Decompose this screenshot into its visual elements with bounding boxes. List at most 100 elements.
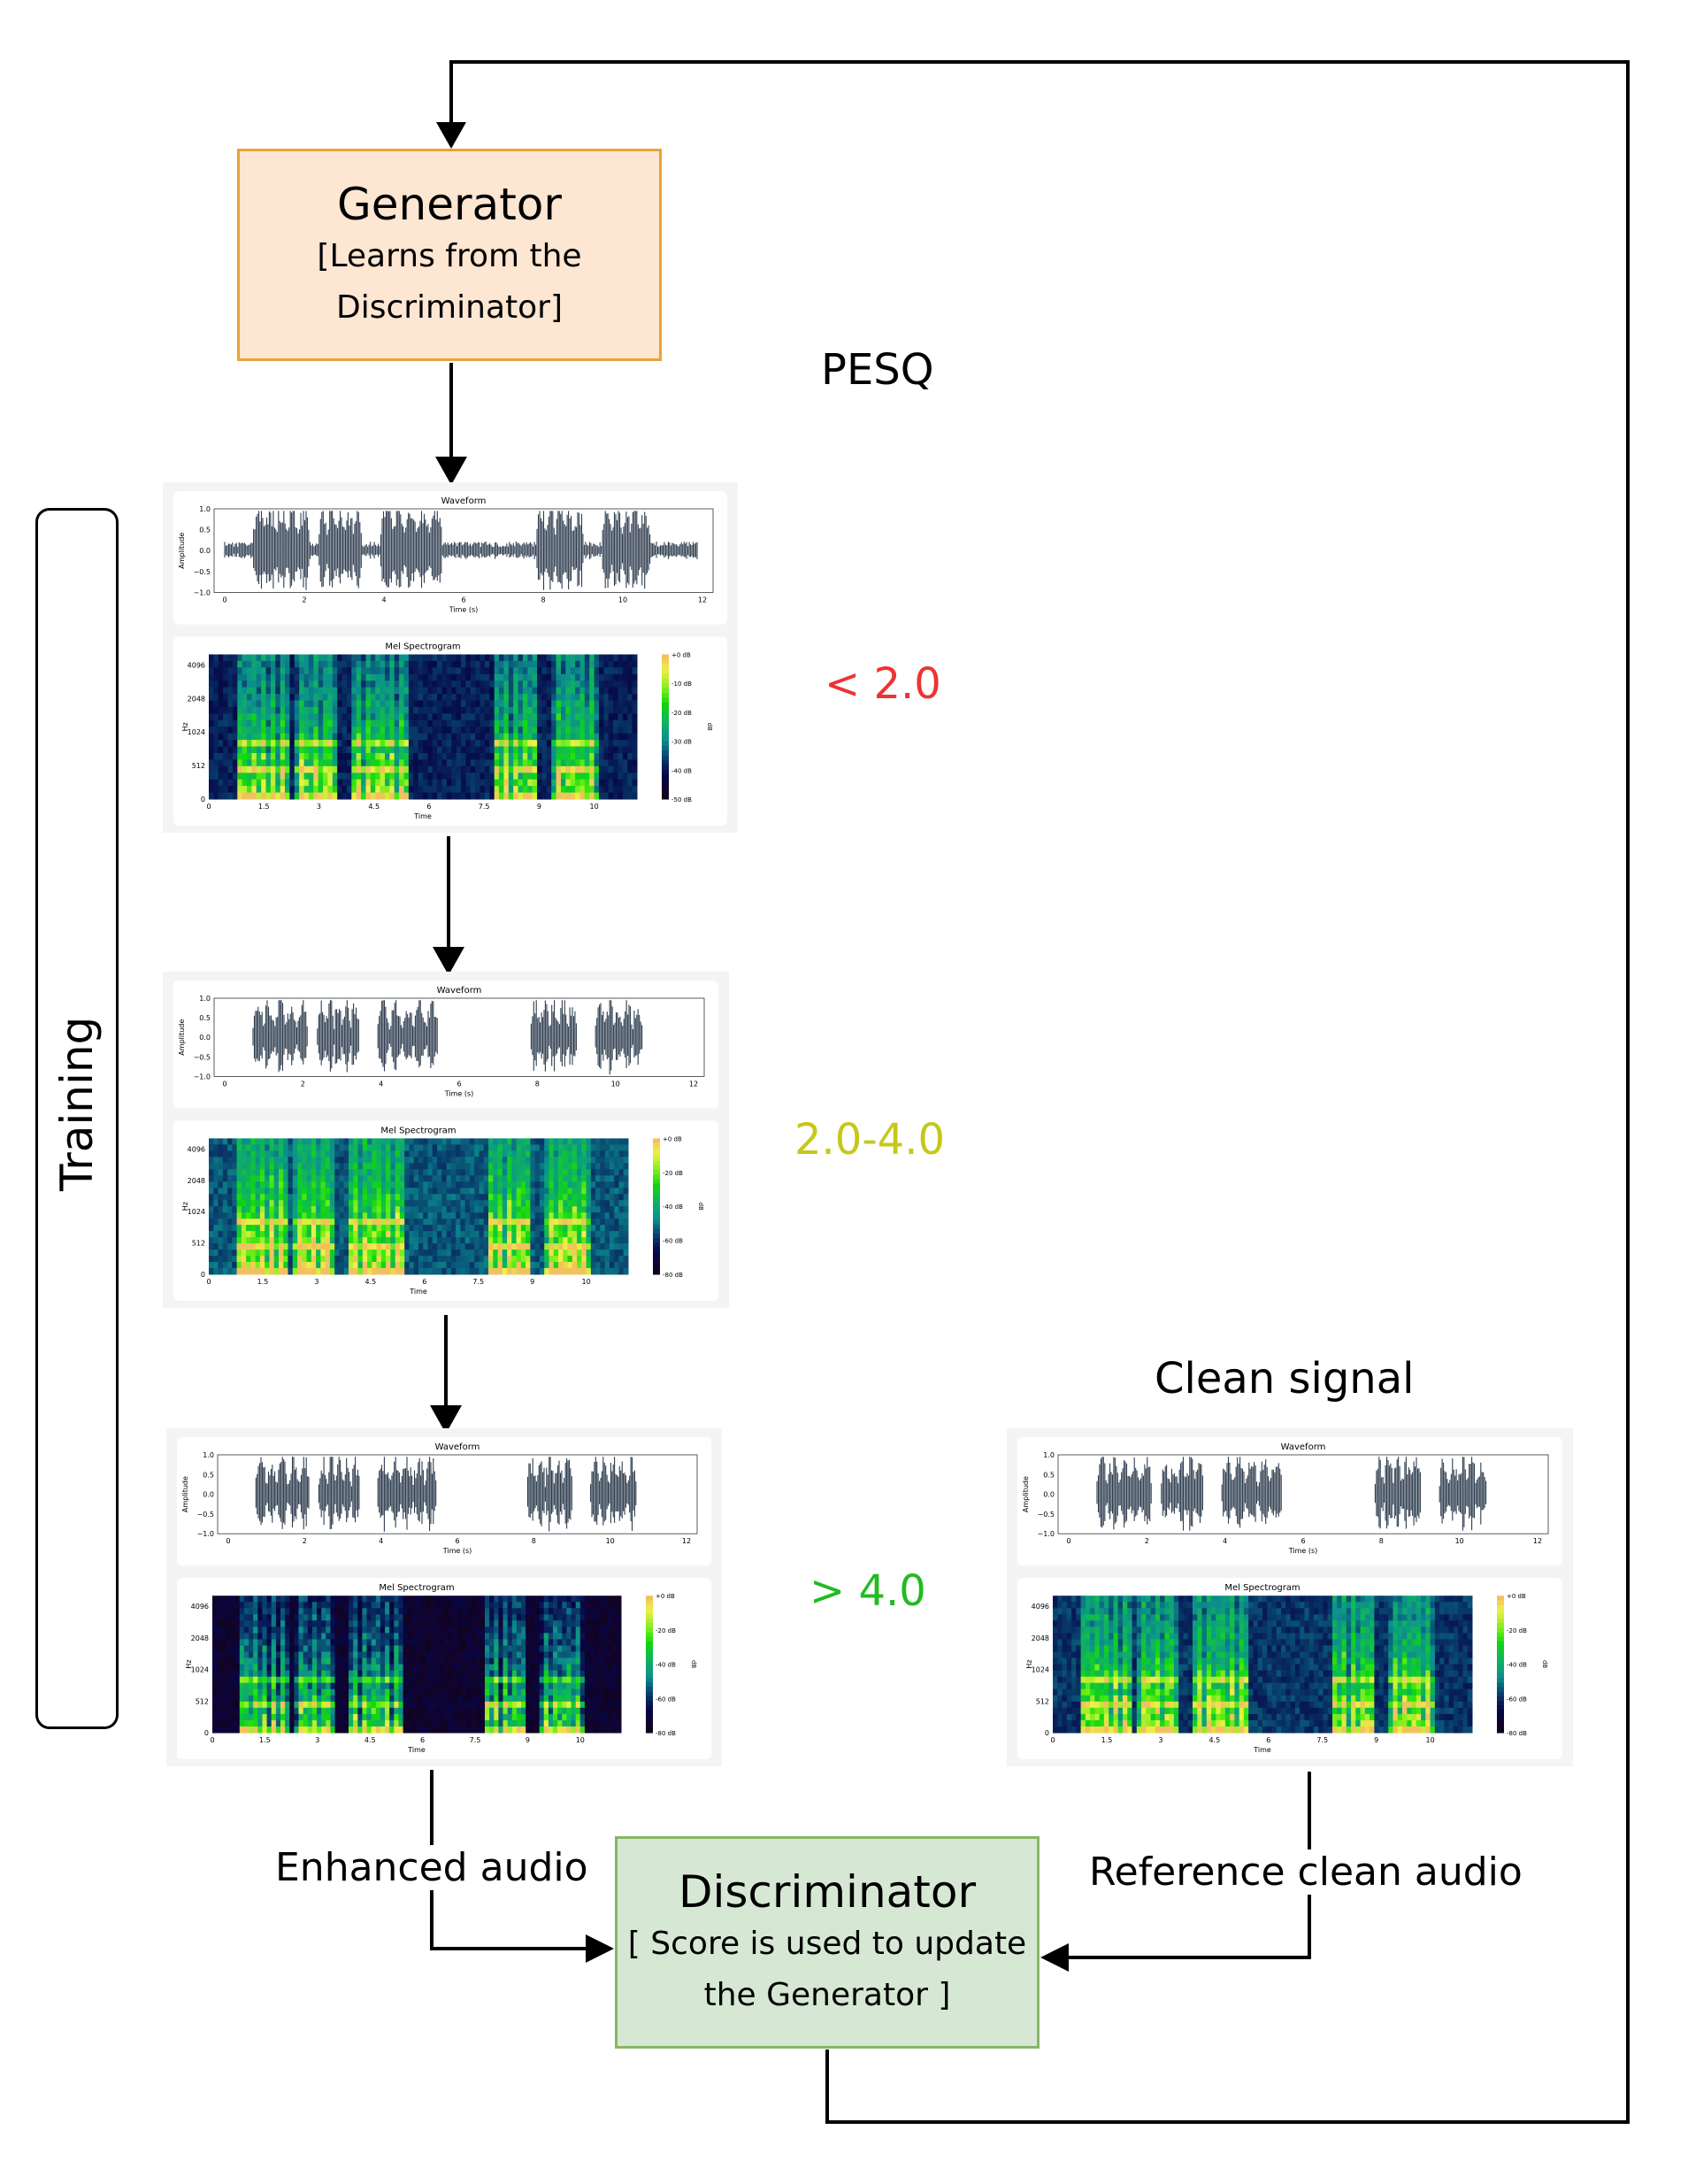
mel-cell xyxy=(618,779,624,787)
mel-cell xyxy=(247,687,252,695)
mel-cell xyxy=(221,1719,226,1727)
mel-cell xyxy=(475,660,481,668)
mel-cell xyxy=(423,1138,429,1145)
mel-cell xyxy=(307,1713,313,1721)
mel-cell xyxy=(516,1169,522,1176)
mel-cell xyxy=(534,1157,541,1164)
mel-cell xyxy=(586,1150,592,1157)
mel-cell xyxy=(586,1212,592,1219)
mel-cell xyxy=(413,1237,419,1244)
mel-cell xyxy=(218,719,224,727)
mel-cell xyxy=(418,1237,424,1244)
mel-cell xyxy=(499,773,504,781)
mel-cell xyxy=(241,1225,247,1232)
mel-cell xyxy=(353,1596,358,1603)
mel-cell xyxy=(577,1212,582,1219)
mel-cell xyxy=(367,1206,372,1213)
mel-cell xyxy=(353,1608,358,1615)
mel-cell xyxy=(236,1225,242,1232)
mel-cell xyxy=(609,1237,615,1244)
mel-cell xyxy=(551,706,557,714)
mel-cell xyxy=(581,1206,587,1213)
mel-cell xyxy=(418,713,424,721)
mel-cell xyxy=(249,1651,254,1658)
mel-cell xyxy=(532,660,538,668)
mel-cell xyxy=(330,1676,336,1684)
mel-cell xyxy=(257,1639,263,1646)
mel-cell xyxy=(349,1163,354,1170)
mel-cell xyxy=(261,673,267,681)
mel-cell xyxy=(261,779,267,787)
mel-cell xyxy=(520,1206,526,1213)
mel-cell xyxy=(294,694,300,701)
mel-cell xyxy=(618,1144,625,1151)
mel-cell xyxy=(423,1231,429,1238)
mel-cell xyxy=(409,1237,415,1244)
mel-cell xyxy=(395,1144,401,1151)
mel-cell xyxy=(437,1181,442,1188)
mel-cell xyxy=(589,687,595,695)
mel-cell xyxy=(469,1157,475,1164)
mel-cell xyxy=(353,1701,358,1709)
mel-cell xyxy=(303,1639,309,1646)
mel-cell xyxy=(366,1682,372,1690)
mel-cell xyxy=(341,667,348,675)
mel-cell xyxy=(609,1188,615,1195)
mel-cell xyxy=(549,1175,555,1182)
mel-cell xyxy=(441,719,448,727)
mel-cell xyxy=(532,719,538,727)
mel-cell xyxy=(227,1157,233,1164)
mel-cell xyxy=(600,1175,606,1182)
mel-cell xyxy=(494,694,500,701)
mel-cell xyxy=(522,667,528,675)
mel-cell xyxy=(413,694,419,701)
mel-cell xyxy=(499,759,504,767)
mel-cell xyxy=(247,773,252,781)
mel-cell xyxy=(549,1262,555,1269)
mel-cell xyxy=(409,1181,415,1188)
mel-cell xyxy=(575,694,580,701)
mel-cell xyxy=(603,759,610,767)
mel-cell xyxy=(474,1175,480,1182)
mel-cell xyxy=(265,1163,270,1170)
mel-cell xyxy=(353,1645,358,1652)
discriminator-title: Discriminator xyxy=(678,1866,977,1918)
mel-cell xyxy=(541,700,548,708)
mel-cell xyxy=(209,1250,214,1257)
mel-cell xyxy=(265,1181,270,1188)
mel-cell xyxy=(366,1602,372,1609)
mel-cell xyxy=(565,779,572,787)
mel-cell xyxy=(297,1181,303,1188)
mel-cell xyxy=(316,1256,321,1263)
mel-cell xyxy=(632,706,638,714)
mel-cell xyxy=(353,1194,359,1201)
mel-cell xyxy=(307,1602,313,1609)
mel-cell xyxy=(349,1206,354,1213)
mel-cell xyxy=(376,1169,382,1176)
mel-cell xyxy=(367,1212,372,1219)
mel-cell xyxy=(218,759,224,767)
mel-cell xyxy=(558,1200,564,1207)
mel-cell xyxy=(474,1212,480,1219)
mel-cell xyxy=(230,1707,236,1715)
mel-cell xyxy=(353,1206,359,1213)
mel-cell xyxy=(256,660,262,668)
mel-cell xyxy=(530,1138,536,1145)
mel-cell xyxy=(323,779,328,787)
mel-cell xyxy=(325,1262,331,1269)
mel-cell xyxy=(614,1212,619,1219)
mel-cell xyxy=(403,765,410,773)
mel-cell xyxy=(289,1713,295,1721)
mel-cell xyxy=(604,1175,610,1182)
mel-cell xyxy=(618,773,624,781)
mel-cell xyxy=(437,1237,442,1244)
mel-cell xyxy=(209,1231,214,1238)
mel-cell xyxy=(343,1188,349,1195)
mel-cell xyxy=(389,786,395,793)
mel-cell xyxy=(441,706,448,714)
mel-cell xyxy=(456,773,462,781)
mel-cell xyxy=(337,654,343,662)
mel-cell xyxy=(337,727,343,734)
mel-cell xyxy=(488,1225,494,1232)
